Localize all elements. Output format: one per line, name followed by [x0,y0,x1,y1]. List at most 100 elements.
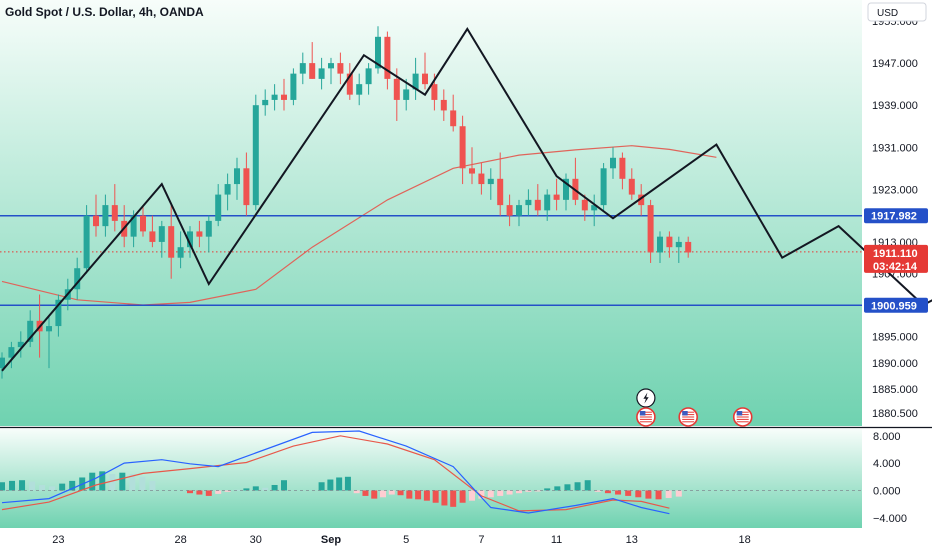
macd-histogram-bar [432,490,439,503]
macd-histogram-bar [187,490,193,494]
us-flag-event-icon[interactable] [678,407,699,427]
macd-line [1,430,670,515]
macd-histogram-bar [635,490,642,498]
macd-histogram-bar [497,490,504,496]
candle [628,168,635,200]
candle [215,184,222,227]
candle [140,205,146,237]
candle [196,220,203,248]
macd-histogram-bar [69,480,76,491]
macd-histogram-bar [196,490,203,495]
candle [553,178,560,211]
candle [309,42,316,79]
macd-histogram-bar [645,490,652,499]
horizontal-line-price-tag: 1900.959 [864,297,928,313]
zigzag-projection-line[interactable] [1,27,932,372]
candle [168,205,175,279]
macd-pane-background [0,429,862,528]
candle [74,257,81,300]
macd-histogram-bar [544,488,551,491]
macd-histogram-bar [243,488,250,491]
macd-histogram-bar [119,472,126,491]
macd-histogram-bar [665,490,672,498]
candle [55,294,62,337]
price-tick-label: 1880.500 [872,408,918,420]
candle [205,215,212,253]
candle [243,152,250,216]
macd-histogram-bar [215,490,222,494]
macd-histogram-bar [525,490,532,492]
candle [619,152,626,190]
macd-histogram-bar [19,480,26,491]
candle [506,194,513,227]
price-tick-label: 1931.000 [872,142,918,154]
macd-histogram-bar [506,490,513,495]
macd-histogram-bar [9,480,16,491]
macd-histogram-bar [604,490,611,494]
candle [469,147,475,185]
lightning-event-icon[interactable] [636,388,656,408]
macd-histogram-bar [675,490,682,497]
candle [525,189,532,216]
macd-histogram-bar [234,489,240,491]
bar-countdown: 03:42:14 [873,261,918,273]
macd-histogram-bar [516,490,522,494]
macd-histogram-bar [594,490,601,492]
candle [544,189,551,221]
time-tick-label: 28 [174,534,186,546]
macd-histogram-bar [450,490,457,507]
macd-histogram-bar [353,490,360,494]
time-axis-background [0,528,862,550]
macd-histogram-bar [371,490,378,499]
macd-histogram-bar [388,490,395,495]
candle [600,163,607,211]
candle [422,52,428,90]
macd-tick-label: 4.000 [873,458,901,470]
candle [337,52,344,85]
macd-histogram-bar [49,486,56,491]
candle [8,341,15,369]
macd-histogram-bar [441,490,448,506]
macd-histogram-bar [574,482,581,491]
macd-tick-label: 0.000 [873,485,901,497]
time-tick-label: 13 [626,534,638,546]
candle [224,173,231,211]
currency-button[interactable]: USD [867,2,927,22]
candle [356,73,363,106]
candle [647,199,654,263]
us-flag-event-icon[interactable] [732,407,753,427]
candle [581,194,588,221]
candle [478,163,485,195]
time-tick-label: 18 [738,534,750,546]
macd-histogram-bar [99,471,106,491]
candle [17,331,24,358]
candle [149,215,156,248]
events-layer [636,388,753,427]
candle [403,78,410,111]
candle [375,26,381,74]
macd-histogram-bar [327,479,334,491]
candle [262,89,269,116]
macd-histogram-bar [89,472,96,491]
time-tick-label: 30 [250,534,262,546]
us-flag-event-icon[interactable] [636,407,656,427]
macd-histogram-bar [469,490,475,501]
candle [46,315,52,369]
price-axis-background [862,0,932,550]
candle [610,147,616,179]
candle [516,199,522,227]
time-axis[interactable]: 23 28 30 Sep 5 7 11 13 18 [52,534,750,546]
candle [158,220,165,258]
price-tick-label: 1947.000 [872,58,918,70]
macd-layer [0,430,862,515]
macd-histogram-bar [139,476,146,491]
candle [27,310,34,348]
candle [563,173,569,211]
candle [328,57,334,85]
macd-histogram-bar [59,483,66,491]
candle [234,157,240,200]
macd-axis[interactable]: 8.000 4.000 0.000 −4.000 [873,431,907,525]
